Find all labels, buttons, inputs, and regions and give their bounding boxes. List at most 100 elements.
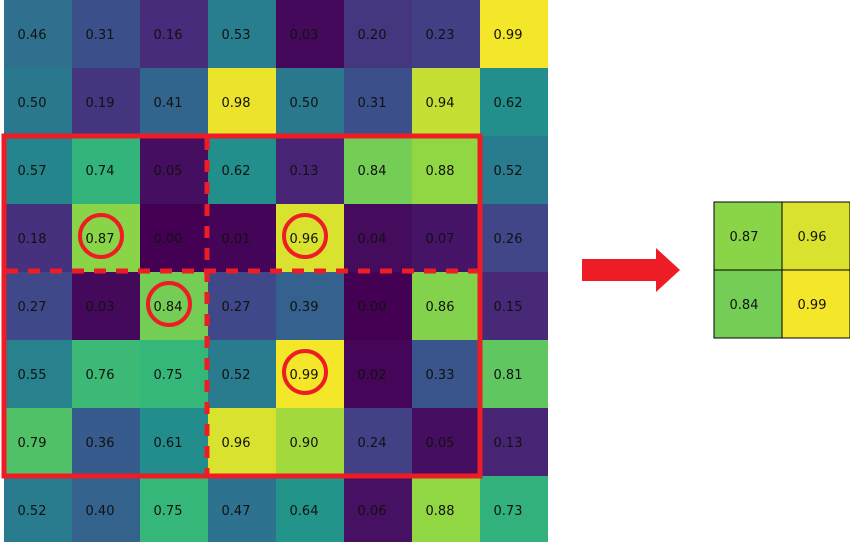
- input-cell: [276, 136, 344, 204]
- input-cell-value: 0.27: [222, 300, 251, 315]
- input-cell: [72, 408, 140, 476]
- input-cell-value: 0.53: [222, 28, 251, 43]
- max-value-highlights: [78, 213, 328, 395]
- max-value-circle: [282, 349, 328, 395]
- input-cell: [208, 476, 276, 542]
- input-cell-value: 0.75: [154, 368, 183, 383]
- input-cell-value: 0.50: [290, 96, 319, 111]
- input-cell-value: 0.98: [222, 96, 251, 111]
- input-cell: [480, 204, 548, 272]
- input-cell: [480, 136, 548, 204]
- input-cell-value: 0.84: [154, 300, 183, 315]
- input-cell-value: 0.36: [86, 436, 115, 451]
- input-cell-value: 0.03: [290, 28, 319, 43]
- input-cell: [140, 408, 208, 476]
- output-cell-value: 0.87: [730, 230, 759, 245]
- input-cell-value: 0.19: [86, 96, 115, 111]
- input-cell-value: 0.33: [426, 368, 455, 383]
- input-cell-value: 0.03: [86, 300, 115, 315]
- input-cell: [72, 272, 140, 340]
- input-cell-value: 0.47: [222, 504, 251, 519]
- output-grid: 0.87 0.96 0.84 0.99: [713, 201, 850, 339]
- output-cell: [713, 201, 783, 271]
- input-cell: [276, 408, 344, 476]
- input-cell: [72, 0, 140, 68]
- input-cell: [276, 0, 344, 68]
- input-cell: [140, 0, 208, 68]
- max-value-circle: [78, 213, 124, 259]
- right-arrow-icon: [582, 248, 680, 292]
- input-cell-value: 0.88: [426, 164, 455, 179]
- input-cell-value: 0.52: [494, 164, 523, 179]
- input-cell-value: 0.31: [86, 28, 115, 43]
- input-cell: [480, 272, 548, 340]
- input-cell-value: 0.40: [86, 504, 115, 519]
- input-cell: [208, 136, 276, 204]
- input-cell: [412, 0, 480, 68]
- input-cell-value: 0.62: [494, 96, 523, 111]
- input-cell-value: 0.46: [18, 28, 47, 43]
- input-cell-value: 0.87: [86, 232, 115, 247]
- input-cell-value: 0.84: [358, 164, 387, 179]
- input-cell: [412, 204, 480, 272]
- input-cell-value: 0.15: [494, 300, 523, 315]
- input-cell: [276, 272, 344, 340]
- input-cell-value: 0.16: [154, 28, 183, 43]
- input-cell-value: 0.27: [18, 300, 47, 315]
- input-cell: [208, 0, 276, 68]
- output-cell-value: 0.96: [798, 230, 827, 245]
- input-cell: [480, 408, 548, 476]
- input-cell: [208, 68, 276, 136]
- input-cell: [412, 408, 480, 476]
- input-cell: [208, 408, 276, 476]
- input-cell: [4, 136, 72, 204]
- input-cell-value: 0.01: [222, 232, 251, 247]
- input-cell-value: 0.73: [494, 504, 523, 519]
- input-cell: [140, 476, 208, 542]
- input-cell: [4, 408, 72, 476]
- input-cell: [344, 272, 412, 340]
- input-cell-value: 0.52: [18, 504, 47, 519]
- input-cell-value: 0.61: [154, 436, 183, 451]
- input-cell: [480, 68, 548, 136]
- input-grid: 0.46 0.31 0.16 0.53 0.03 0.20 0.23 0.99 0.50 0.19…: [4, 0, 548, 542]
- input-cell-value: 0.90: [290, 436, 319, 451]
- input-cell-value: 0.64: [290, 504, 319, 519]
- input-cell-value: 0.75: [154, 504, 183, 519]
- input-cell-value: 0.52: [222, 368, 251, 383]
- input-cell: [344, 136, 412, 204]
- input-cell: [4, 68, 72, 136]
- input-cell-value: 0.76: [86, 368, 115, 383]
- input-cell: [208, 340, 276, 408]
- input-cell: [4, 476, 72, 542]
- input-cell-value: 0.05: [426, 436, 455, 451]
- input-cell-value: 0.62: [222, 164, 251, 179]
- input-cell: [412, 340, 480, 408]
- input-cell: [412, 476, 480, 542]
- input-cell-value: 0.94: [426, 96, 455, 111]
- input-cell-value: 0.00: [358, 300, 387, 315]
- input-cell-value: 0.96: [290, 232, 319, 247]
- input-cell-value: 0.05: [154, 164, 183, 179]
- input-cell: [344, 0, 412, 68]
- pooling-window-outline: [1, 133, 483, 479]
- input-cell: [344, 204, 412, 272]
- input-cell: [480, 0, 548, 68]
- output-cell: [781, 269, 850, 339]
- input-cell-value: 0.13: [494, 436, 523, 451]
- input-cell: [276, 68, 344, 136]
- input-cell-value: 0.06: [358, 504, 387, 519]
- input-cell-value: 0.41: [154, 96, 183, 111]
- input-cell: [4, 204, 72, 272]
- input-cell: [344, 340, 412, 408]
- input-cell-value: 0.07: [426, 232, 455, 247]
- input-cell-value: 0.57: [18, 164, 47, 179]
- max-value-circle: [146, 281, 192, 327]
- input-cell: [412, 272, 480, 340]
- input-cell: [412, 136, 480, 204]
- input-cell-value: 0.88: [426, 504, 455, 519]
- input-cell-value: 0.99: [494, 28, 523, 43]
- input-cell-value: 0.50: [18, 96, 47, 111]
- input-cell-value: 0.24: [358, 436, 387, 451]
